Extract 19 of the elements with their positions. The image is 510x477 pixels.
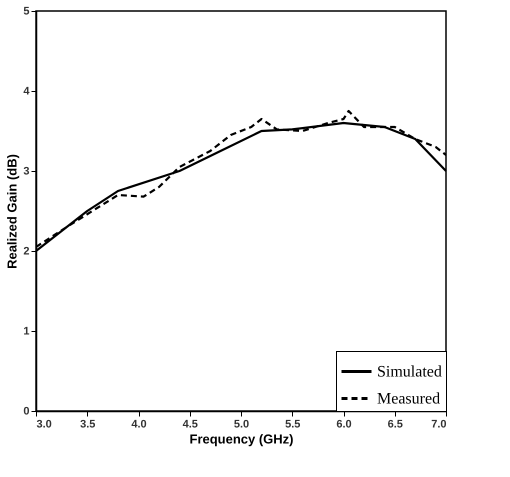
x-tick-label: 4.0 <box>131 418 147 430</box>
y-tick-label: 3 <box>23 166 30 178</box>
x-tick-label: 3.5 <box>80 418 96 430</box>
x-tick-label: 7.0 <box>431 418 446 430</box>
legend-label: Measured <box>377 390 440 408</box>
x-axis-title: Frequency (GHz) <box>189 432 294 446</box>
x-tick-label: 6.5 <box>388 418 403 430</box>
y-tick-label: 0 <box>23 406 30 418</box>
y-tick-label: 2 <box>23 246 30 258</box>
x-tick-label: 5.0 <box>234 418 250 430</box>
legend-label: Simulated <box>377 364 442 380</box>
x-tick-label: 4.5 <box>182 418 198 430</box>
x-tick-label: 6.0 <box>336 418 352 430</box>
y-axis-title: Realized Gain (dB) <box>4 154 20 269</box>
x-tick-label: 3.0 <box>36 418 52 430</box>
y-tick-label: 5 <box>23 6 30 18</box>
y-tick-label: 1 <box>23 326 30 338</box>
y-tick-label: 4 <box>23 86 30 98</box>
x-tick-label: 5.5 <box>285 418 300 430</box>
